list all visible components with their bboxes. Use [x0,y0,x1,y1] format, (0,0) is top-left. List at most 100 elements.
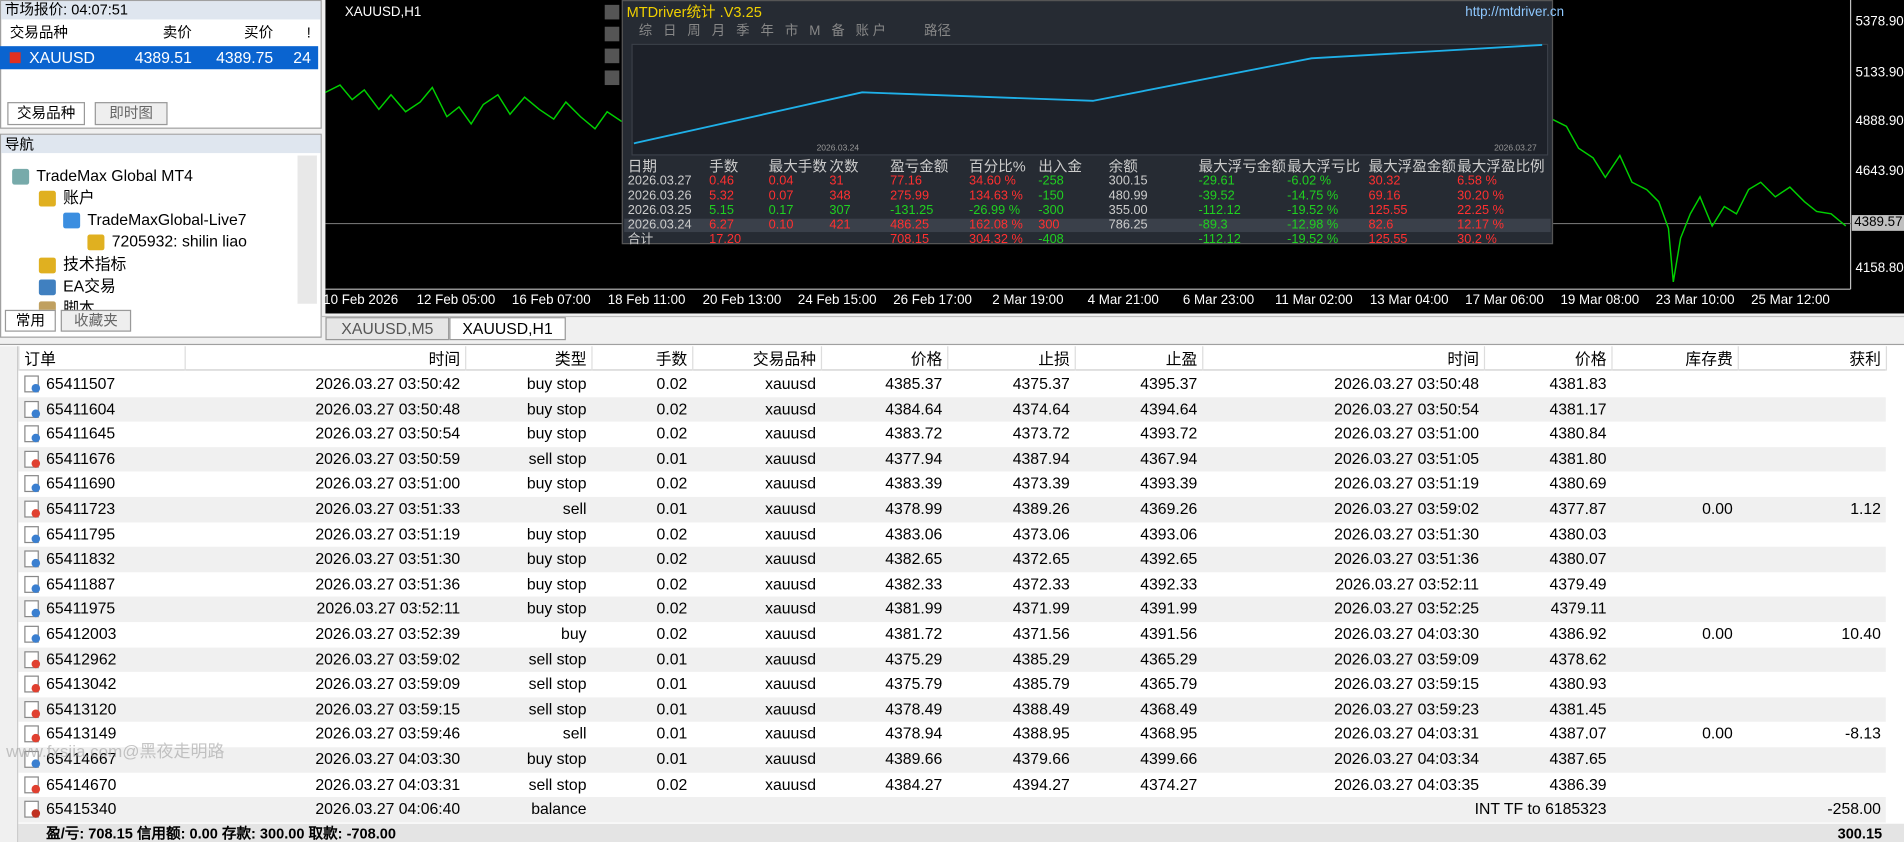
column-divider [1611,346,1613,371]
time-label: 19 Mar 08:00 [1560,292,1640,308]
order-id[interactable]: 65411507 [46,374,116,393]
chart-tab-label[interactable]: XAUUSD,H1 [462,319,553,338]
order-id[interactable]: 65411795 [46,524,116,543]
column-header: 交易品种 [9,24,69,42]
watermark: www.fxsjia.com@黑夜走明路 [6,741,225,761]
tree-item[interactable]: TradeMaxGlobal-Live7 [87,210,247,229]
order-cell: 1.12 [1850,499,1881,518]
order-id[interactable]: 65412003 [46,624,117,643]
stats-path[interactable]: 路径 [924,24,951,39]
order-id[interactable]: 65411676 [46,449,116,468]
row-shade [18,446,1886,472]
panel-icon[interactable] [604,70,620,86]
column-header: 时间 [1447,349,1480,369]
tab[interactable] [94,102,168,126]
order-icon-dot [31,408,41,418]
order-cell: 4374.27 [1140,774,1198,793]
column-header: 止盈 [1165,349,1198,369]
tab[interactable] [7,102,86,126]
order-id[interactable]: 65414667 [46,749,117,768]
order-cell: 4385.29 [1012,649,1070,668]
order-cell: buy stop [526,424,587,443]
tab-label[interactable]: 交易品种 [16,104,76,122]
order-id[interactable]: 65411887 [46,574,116,593]
order-id[interactable]: 65412962 [46,649,117,668]
stats-url: http://mtdriver.cn [1465,4,1565,20]
panel-icon[interactable] [604,26,620,42]
stats-cell: -112.12 [1198,232,1241,247]
tree-item[interactable]: EA交易 [63,277,116,296]
order-cell: xauusd [765,524,817,543]
order-cell: 2026.03.27 03:51:36 [315,574,461,593]
order-id[interactable]: 65411975 [46,599,116,618]
order-cell: 0.00 [1702,724,1733,743]
stats-cell: -19.52 % [1287,232,1339,247]
tree-item[interactable]: TradeMax Global MT4 [36,166,193,185]
order-cell: 0.02 [656,574,688,593]
order-id[interactable]: 65411690 [46,474,116,493]
order-cell: 2026.03.27 03:51:33 [315,499,461,518]
order-cell: buy stop [526,399,587,418]
stats-cell: 17.20 [709,232,742,247]
chart-title: XAUUSD,H1 [344,4,422,20]
stats-cell: 421 [829,217,851,233]
tab-label[interactable]: 收藏夹 [74,312,118,330]
panel-icon[interactable] [604,48,620,64]
tab[interactable] [4,309,56,332]
order-id[interactable]: 65413120 [46,699,117,718]
order-icon-dot [31,559,41,568]
order-id[interactable]: 65411645 [46,424,116,443]
order-cell: 4381.99 [885,599,943,618]
order-cell: 0.02 [656,474,688,493]
stats-cell: 355.00 [1108,202,1148,218]
stats-cell: -89.3 [1198,217,1228,233]
chart-tab-label[interactable]: XAUUSD,M5 [341,319,434,338]
tree-item[interactable]: 账户 [63,188,95,207]
tab[interactable] [60,309,132,332]
chart-tab[interactable] [325,317,450,341]
order-cell: 2026.03.27 04:03:30 [315,749,461,768]
navigator-titlebar [1,134,321,154]
order-cell: buy stop [526,474,587,493]
order-cell: 4386.92 [1549,624,1607,643]
stats-cell: 30.20 % [1457,188,1504,203]
order-cell: 2026.03.27 03:59:15 [1334,674,1480,693]
order-cell: buy stop [526,524,587,543]
row-shade [18,546,1886,572]
order-id[interactable]: 65414670 [46,774,117,793]
order-cell: 4382.33 [885,574,943,593]
order-id[interactable]: 65413149 [46,724,117,743]
stats-header: 次数 [829,157,859,175]
order-cell: 4385.37 [885,374,943,393]
tree-item[interactable]: 7205932: shilin liao [111,232,247,251]
order-cell: 4379.49 [1549,574,1607,593]
order-cell: 4385.79 [1012,674,1070,693]
footer-summary: 盈/亏: 708.15 信用额: 0.00 存款: 300.00 取款: -70… [46,824,397,842]
column-header: 时间 [428,349,461,369]
order-id[interactable]: 65411604 [46,399,116,418]
order-cell: 2026.03.27 03:59:02 [1334,499,1480,518]
tab-label[interactable]: 常用 [15,312,45,330]
order-id[interactable]: 65411832 [46,549,116,568]
order-cell: 4379.11 [1550,599,1607,618]
stats-cell: 307 [829,202,851,218]
order-icon-dot [31,534,41,543]
order-id[interactable]: 65415340 [46,799,117,818]
order-id[interactable]: 65413042 [46,674,117,693]
stats-menu[interactable]: 综 日 周 月 季 年 市 M 备 账户 [638,24,890,39]
tree-item[interactable]: 技术指标 [63,255,127,274]
stats-cell: -29.61 [1198,173,1235,189]
tab-label[interactable]: 即时图 [109,104,154,122]
order-cell: -8.13 [1844,724,1881,743]
time-label: 12 Feb 05:00 [416,292,496,308]
order-id[interactable]: 65411723 [46,499,116,518]
order-cell: 4388.95 [1012,724,1070,743]
panel-icon[interactable] [604,4,620,20]
order-cell: xauusd [765,649,817,668]
column-header: 价格 [1574,349,1607,369]
scrollbar[interactable] [297,155,317,304]
order-cell: 2026.03.27 03:52:11 [316,599,461,618]
chart-tab[interactable] [449,317,566,341]
selected-row[interactable] [0,46,319,70]
order-cell: xauusd [765,749,817,768]
